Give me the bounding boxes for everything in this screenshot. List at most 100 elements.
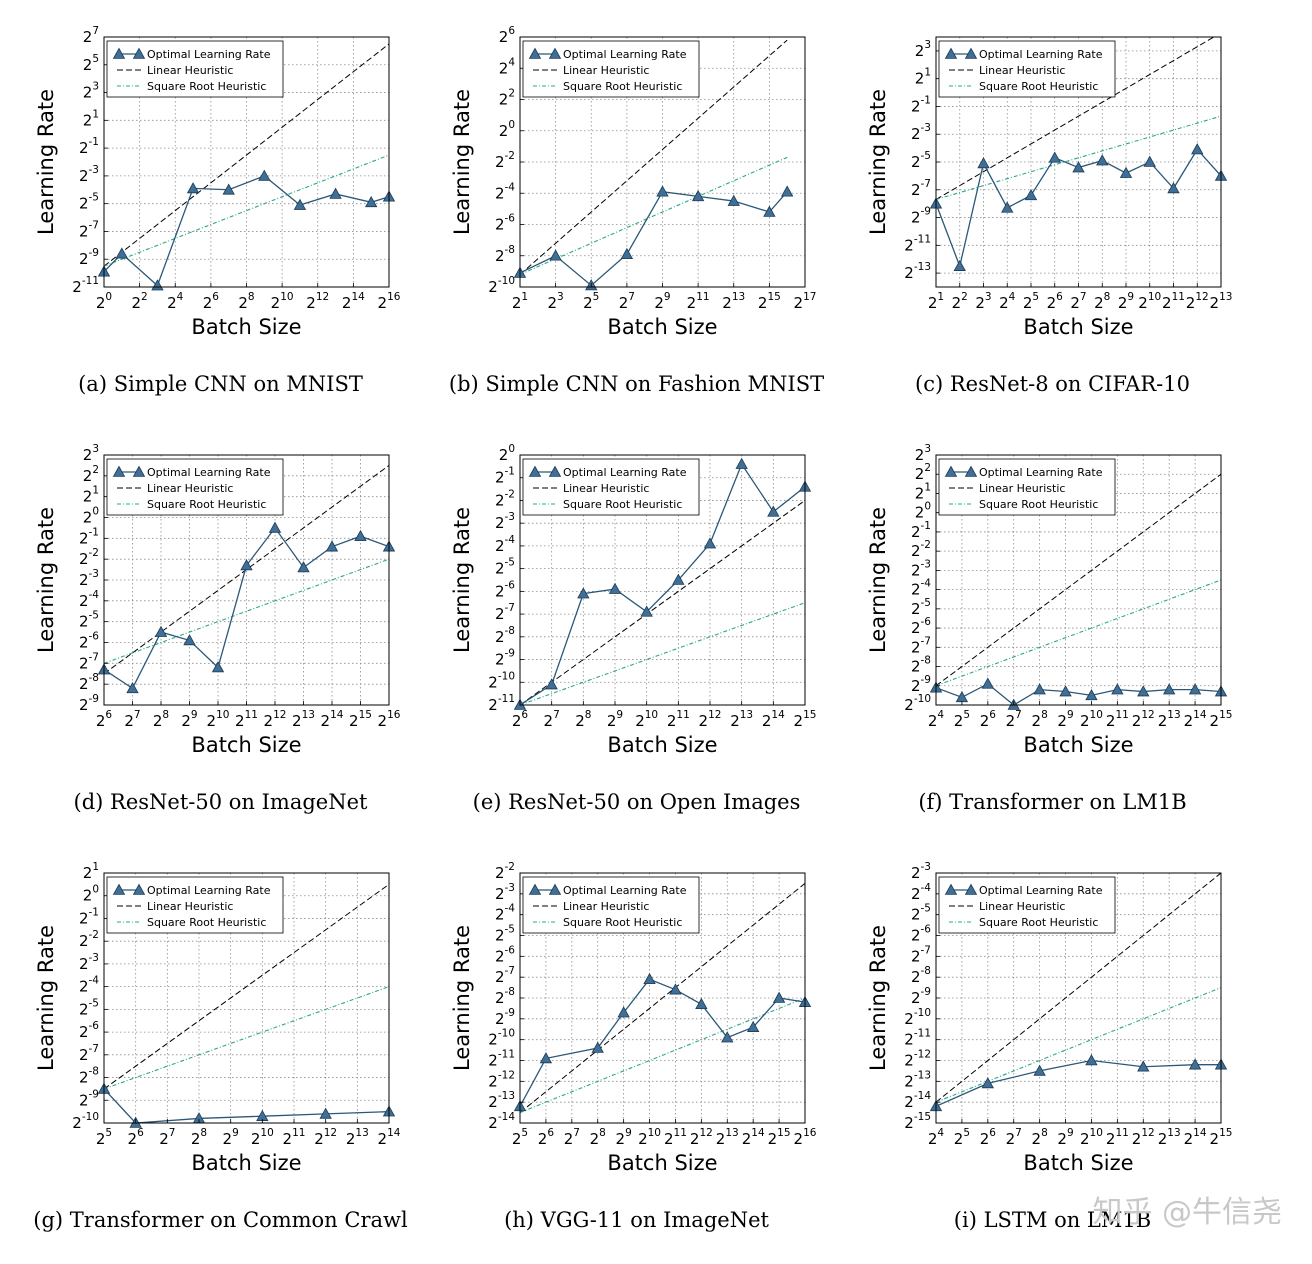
y-tick-label: 2-4	[495, 903, 515, 924]
y-tick-label: 2-2	[495, 861, 515, 882]
y-tick-label: 2-9	[79, 1088, 99, 1109]
y-tick-label: 2-6	[79, 631, 99, 652]
optimal-lr-point	[977, 157, 990, 169]
x-tick-label: 214	[378, 1127, 401, 1148]
x-tick-label: 214	[762, 709, 785, 730]
legend-sqrt-label: Square Root Heuristic	[979, 80, 1098, 93]
y-tick-label: 2-8	[911, 655, 931, 676]
linear-heuristic-line	[936, 873, 1221, 1103]
y-tick-label: 2-14	[488, 1111, 515, 1132]
y-tick-label: 20	[915, 501, 931, 522]
x-tick-label: 214	[1184, 709, 1207, 730]
y-tick-label: 2-4	[911, 578, 931, 599]
x-tick-label: 214	[1184, 1127, 1207, 1148]
x-tick-label: 214	[742, 1127, 765, 1148]
y-tick-label: 2-3	[911, 558, 931, 579]
optimal-lr-point	[1163, 683, 1176, 695]
linear-heuristic-line	[520, 883, 805, 1113]
y-tick-label: 2-3	[79, 952, 99, 973]
plot-area	[104, 883, 389, 1123]
sqrt-heuristic-line	[104, 154, 389, 267]
x-tick-label: 211	[283, 1127, 306, 1148]
x-tick-label: 210	[271, 291, 294, 312]
optimal-lr-point	[1119, 166, 1133, 178]
y-tick-label: 2-6	[911, 616, 931, 637]
x-axis-label: Batch Size	[1023, 315, 1133, 339]
x-axis-label: Batch Size	[1023, 733, 1133, 757]
y-tick-label: 2-2	[911, 539, 931, 560]
x-tick-label: 215	[1210, 1127, 1233, 1148]
x-tick-label: 213	[292, 709, 315, 730]
optimal-lr-point	[1085, 689, 1098, 701]
x-tick-label: 25	[954, 709, 970, 730]
y-tick-label: 2-7	[79, 219, 99, 240]
x-tick-label: 212	[264, 709, 287, 730]
legend-sqrt-label: Square Root Heuristic	[563, 80, 682, 93]
legend-optimal-marker	[528, 883, 542, 895]
legend-optimal-marker	[964, 47, 978, 59]
panel-caption: (c) ResNet-8 on CIFAR-10	[915, 372, 1190, 396]
sqrt-heuristic-line	[520, 602, 805, 705]
legend-box	[106, 876, 284, 934]
legend: Optimal Learning Rate Linear Heuristic Squ…	[522, 876, 700, 934]
y-tick-label: 2-5	[911, 903, 931, 924]
x-tick-label: 213	[1158, 1127, 1181, 1148]
y-tick-label: 20	[83, 506, 99, 527]
y-tick-label: 23	[83, 81, 99, 102]
optimal-lr-point	[325, 540, 339, 552]
x-tick-label: 28	[1032, 709, 1048, 730]
y-tick-label: 2-1	[79, 906, 99, 927]
legend-optimal-marker	[548, 465, 562, 477]
x-tick-label: 210	[1080, 709, 1103, 730]
optimal-lr-point	[1191, 143, 1204, 155]
optimal-lr-point	[1188, 683, 1202, 695]
panel-caption: (f) Transformer on LM1B	[918, 790, 1186, 814]
x-tick-label: 215	[1210, 709, 1233, 730]
x-tick-label: 25	[1023, 291, 1039, 312]
y-tick-label: 2-3	[911, 861, 931, 882]
y-tick-label: 2-9	[79, 693, 99, 714]
legend-linear-label: Linear Heuristic	[563, 900, 649, 913]
x-tick-label: 21	[512, 291, 528, 312]
optimal-lr-point	[591, 1041, 604, 1053]
x-tick-label: 213	[730, 709, 753, 730]
x-tick-label: 25	[583, 291, 599, 312]
grid	[519, 872, 806, 1124]
y-tick-label: 2-3	[79, 568, 99, 589]
optimal-lr-point	[258, 169, 271, 181]
y-tick-label: 20	[499, 443, 515, 464]
y-tick-label: 2-4	[495, 181, 515, 202]
x-tick-label: 27	[619, 291, 635, 312]
x-tick-label: 27	[1006, 1127, 1022, 1148]
legend-optimal-label: Optimal Learning Rate	[147, 466, 271, 479]
y-tick-label: 2-13	[904, 261, 931, 282]
x-tick-label: 25	[512, 1127, 528, 1148]
legend-sqrt-label: Square Root Heuristic	[147, 80, 266, 93]
optimal-lr-point	[1033, 683, 1046, 695]
panel-caption: (e) ResNet-50 on Open Images	[473, 790, 801, 814]
optimal-lr-point	[656, 185, 669, 197]
y-tick-label: 2-9	[495, 1007, 515, 1028]
y-tick-label: 2-7	[79, 1043, 99, 1064]
y-tick-label: 2-11	[904, 233, 931, 254]
legend-sqrt-label: Square Root Heuristic	[147, 916, 266, 929]
axes-frame	[519, 454, 806, 706]
x-tick-label: 211	[1106, 1127, 1129, 1148]
legend: Optimal Learning Rate Linear Heuristic Squ…	[106, 458, 284, 516]
y-tick-label: 2-3	[495, 882, 515, 903]
y-tick-label: 2-6	[495, 579, 515, 600]
x-tick-label: 28	[1032, 1127, 1048, 1148]
legend: Optimal Learning Rate Linear Heuristic Squ…	[938, 876, 1116, 934]
y-tick-label: 21	[915, 481, 931, 502]
x-tick-label: 213	[716, 1127, 739, 1148]
x-tick-label: 211	[664, 1127, 687, 1148]
legend-box	[522, 458, 700, 516]
x-tick-label: 26	[980, 1127, 997, 1148]
y-tick-label: 2-8	[79, 672, 99, 693]
y-tick-label: 2-5	[495, 557, 515, 578]
x-tick-label: 29	[181, 709, 197, 730]
legend-sqrt-label: Square Root Heuristic	[563, 916, 682, 929]
optimal-lr-point	[1048, 151, 1061, 163]
x-tick-label: 215	[349, 709, 372, 730]
